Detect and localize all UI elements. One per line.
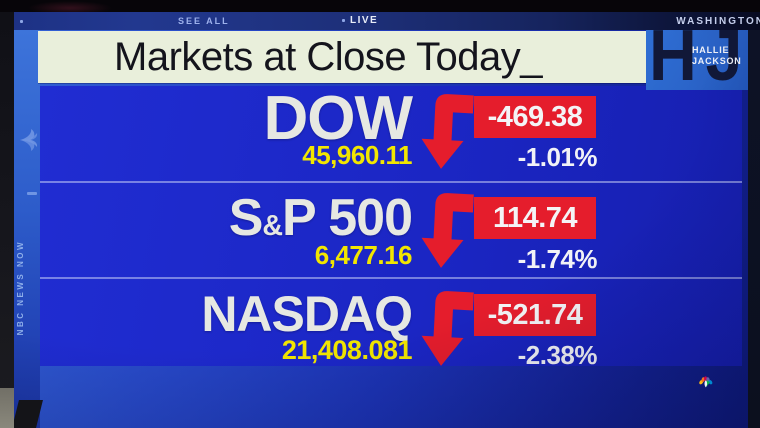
- hallie-jackson-logo: H J HALLIE JACKSON: [646, 30, 754, 90]
- peacock-icon: [20, 129, 38, 151]
- live-label: LIVE: [350, 15, 379, 26]
- network-name-vertical: NBC NEWS NOW: [16, 240, 25, 336]
- headline-title: Markets at Close Today_: [114, 34, 542, 79]
- logo-monogram-j: J: [705, 30, 743, 90]
- row-separator-line: [40, 181, 742, 183]
- show-host-name: HALLIE JACKSON: [692, 45, 742, 66]
- markets-panel: [40, 86, 742, 366]
- network-branding-strip: [14, 30, 40, 428]
- live-dot-icon: [342, 19, 345, 22]
- index-name-sp500: S&P 500: [228, 189, 413, 247]
- down-arrow-icon: [421, 291, 474, 366]
- location-label: WASHINGTON: [676, 16, 760, 27]
- index-change-sp500: 114.74: [474, 197, 596, 239]
- index-name-dow: DOW: [263, 84, 413, 153]
- index-name-nasdaq: NASDAQ: [201, 286, 413, 342]
- row-separator-line: [40, 277, 742, 279]
- tv-bezel-right: [748, 30, 760, 428]
- nav-bullet-icon: [20, 20, 23, 23]
- index-percent-sp500: -1.74%: [517, 244, 598, 274]
- tv-bezel-left: [0, 12, 14, 428]
- nbc-peacock-icon: [699, 376, 713, 388]
- index-percent-dow: -1.01%: [517, 142, 598, 172]
- index-change-nasdaq: -521.74: [474, 294, 596, 336]
- index-percent-nasdaq: -2.38%: [517, 340, 598, 370]
- headline-banner: Markets at Close Today_: [38, 31, 646, 83]
- branding-dash: [27, 192, 37, 195]
- logo-monogram-h: H: [648, 30, 697, 90]
- live-badge: LIVE: [342, 15, 378, 26]
- index-price-dow: 45,960.11: [302, 140, 412, 170]
- index-price-sp500: 6,477.16: [314, 240, 413, 270]
- tv-screen: NBC NEWS NOW DOW 45,960.11 -469.38 -1.01…: [0, 30, 760, 428]
- down-arrow-icon: [421, 94, 474, 169]
- index-change-dow: -469.38: [474, 96, 596, 138]
- studio-floor-edge: [0, 388, 14, 428]
- down-arrow-icon: [421, 193, 474, 268]
- studio-top-strip: [0, 0, 760, 12]
- stream-nav-bar: SEE ALL LIVE WASHINGTON: [0, 12, 760, 30]
- see-all-button[interactable]: SEE ALL: [178, 16, 230, 26]
- index-price-nasdaq: 21,408.081: [281, 335, 413, 365]
